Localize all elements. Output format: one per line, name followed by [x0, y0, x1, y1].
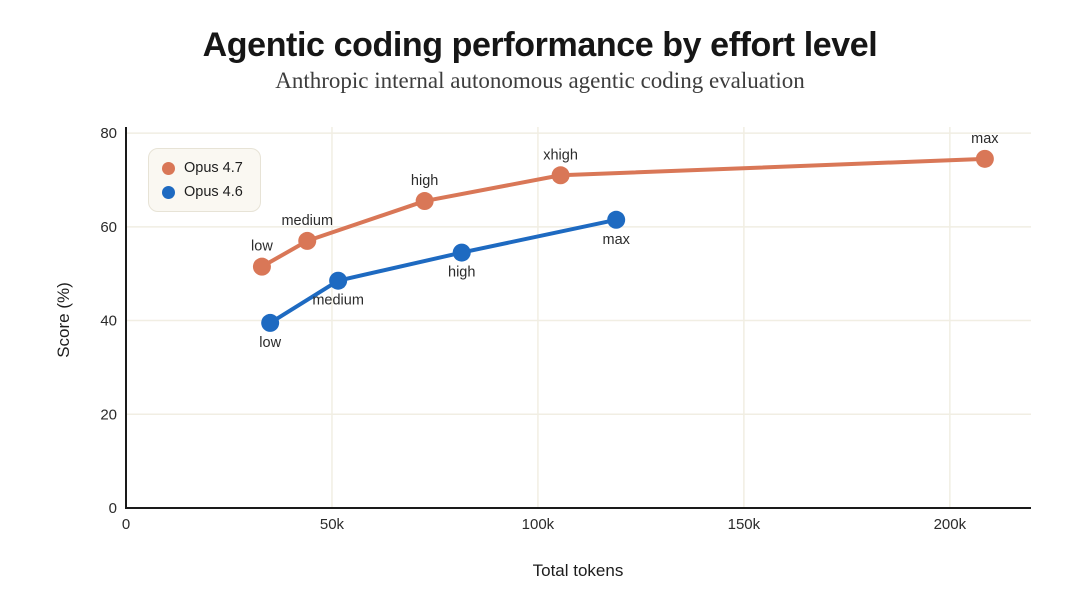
- legend-label-opus-4-7: Opus 4.7: [184, 160, 243, 176]
- legend: Opus 4.7 Opus 4.6: [148, 148, 261, 212]
- y-tick-label-20: 20: [100, 406, 117, 423]
- y-tick-label-0: 0: [109, 500, 117, 517]
- point-label-opus-4-6-high: high: [448, 265, 475, 281]
- legend-label-opus-4-6: Opus 4.6: [184, 184, 243, 200]
- data-point-opus-4-7-low: [252, 257, 271, 276]
- legend-swatch-opus-4-6-icon: [162, 185, 175, 199]
- y-tick-label-40: 40: [100, 313, 117, 330]
- point-label-opus-4-7-xhigh: xhigh: [543, 147, 578, 163]
- point-label-opus-4-7-low: low: [251, 239, 273, 255]
- legend-swatch-opus-4-7-icon: [162, 161, 175, 175]
- x-tick-label-50k: 50k: [320, 516, 345, 533]
- data-point-opus-4-6-low: [261, 313, 280, 332]
- data-point-opus-4-7-xhigh: [551, 166, 570, 185]
- series-line-opus-4-7: [259, 156, 987, 269]
- chart-subtitle: Anthropic internal autonomous agentic co…: [275, 68, 805, 93]
- y-axis-label: Score (%): [54, 282, 73, 358]
- data-point-opus-4-6-max: [607, 210, 626, 229]
- point-label-opus-4-7-high: high: [411, 173, 438, 189]
- point-label-opus-4-6-medium: medium: [312, 293, 364, 309]
- data-point-opus-4-7-medium: [298, 231, 317, 250]
- data-point-opus-4-6-high: [452, 243, 471, 262]
- x-tick-label-200k: 200k: [934, 516, 967, 533]
- point-label-opus-4-6-max: max: [602, 232, 630, 248]
- x-tick-label-0: 0: [122, 516, 130, 533]
- chart-title: Agentic coding performance by effort lev…: [202, 26, 878, 64]
- data-point-opus-4-6-medium: [329, 271, 348, 290]
- legend-item-opus-4-6: Opus 4.6: [162, 181, 243, 203]
- data-point-opus-4-7-high: [415, 192, 434, 211]
- point-label-opus-4-7-medium: medium: [281, 213, 333, 229]
- series-line-opus-4-6: [268, 217, 619, 325]
- y-tick-label-80: 80: [100, 125, 117, 142]
- point-label-opus-4-7-max: max: [971, 131, 999, 147]
- point-label-opus-4-6-low: low: [259, 335, 281, 351]
- x-axis-label: Total tokens: [533, 561, 624, 580]
- legend-item-opus-4-7: Opus 4.7: [162, 157, 243, 179]
- data-point-opus-4-7-max: [975, 149, 994, 168]
- x-tick-label-150k: 150k: [728, 516, 761, 533]
- x-tick-label-100k: 100k: [522, 516, 555, 533]
- y-tick-label-60: 60: [100, 219, 117, 236]
